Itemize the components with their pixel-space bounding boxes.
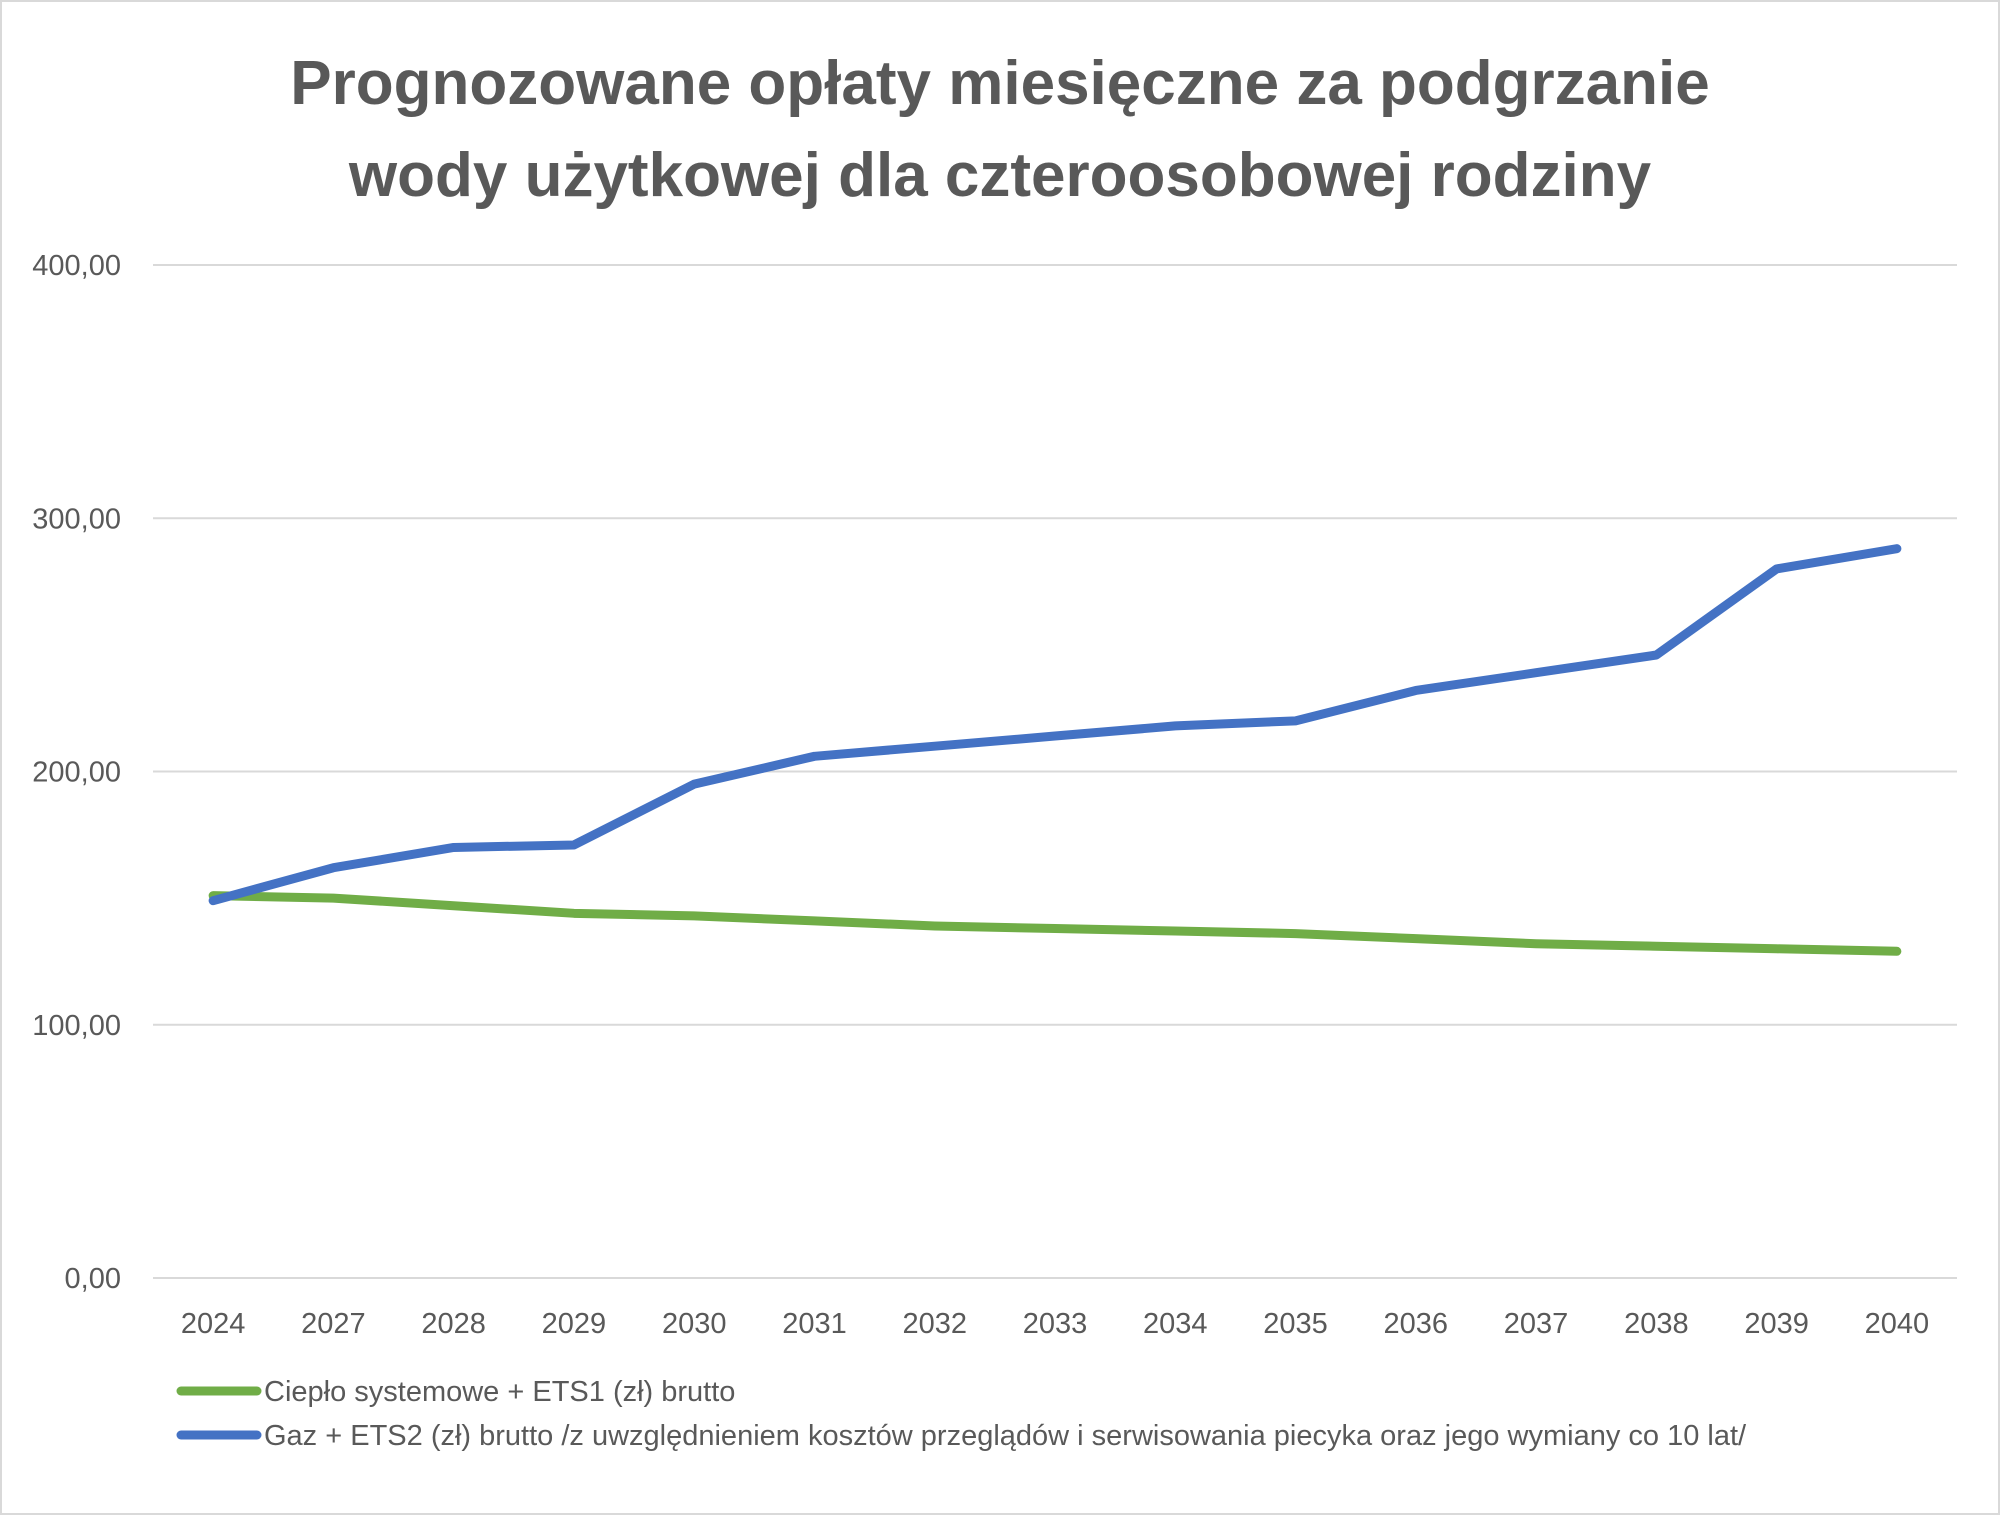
x-tick-label: 2040 [1865, 1308, 1930, 1340]
data-point-s1-2029 [570, 841, 578, 849]
data-point-s1-2037 [1532, 669, 1540, 677]
data-point-s0-2030 [690, 912, 698, 920]
x-tick-label: 2030 [662, 1308, 727, 1340]
data-point-s0-2035 [1292, 930, 1300, 938]
data-point-s1-2038 [1652, 651, 1660, 659]
x-tick-label: 2037 [1504, 1308, 1569, 1340]
chart-title-line-1: Prognozowane opłaty miesięczne za podgrz… [290, 49, 1710, 118]
data-point-s0-2028 [450, 902, 458, 910]
series-lines [208, 544, 1902, 956]
data-point-s0-2031 [810, 917, 818, 925]
data-point-s0-2033 [1051, 925, 1059, 933]
data-point-s1-2040 [1893, 545, 1901, 553]
gridlines [153, 264, 1957, 1279]
data-point-s0-2039 [1773, 945, 1781, 953]
chart-title-line-2: wody użytkowej dla czteroosobowej rodzin… [348, 141, 1652, 210]
series-line-1 [208, 544, 1902, 906]
x-tick-label: 2033 [1023, 1308, 1088, 1340]
y-tick-label: 300,00 [32, 503, 121, 535]
x-tick-label: 2035 [1263, 1308, 1328, 1340]
data-point-s0-2032 [931, 922, 939, 930]
data-point-s1-2033 [1051, 732, 1059, 740]
x-tick-label: 2029 [542, 1308, 607, 1340]
x-tick-label: 2027 [301, 1308, 366, 1340]
y-tick-label: 0,00 [65, 1263, 121, 1295]
data-point-s1-2024 [209, 897, 217, 905]
data-point-s1-2031 [810, 752, 818, 760]
x-tick-label: 2038 [1624, 1308, 1689, 1340]
data-point-s1-2028 [450, 843, 458, 851]
y-tick-label: 400,00 [32, 250, 121, 282]
y-tick-label: 100,00 [32, 1010, 121, 1042]
data-point-s0-2040 [1893, 947, 1901, 955]
legend-label-1: Gaz + ETS2 (zł) brutto /z uwzględnieniem… [264, 1420, 1747, 1452]
x-tick-label: 2031 [782, 1308, 847, 1340]
y-tick-label: 200,00 [32, 757, 121, 789]
data-point-s1-2034 [1171, 722, 1179, 730]
x-tick-label: 2032 [902, 1308, 967, 1340]
data-point-s0-2029 [570, 909, 578, 917]
data-point-s0-2037 [1532, 940, 1540, 948]
x-tick-label: 2034 [1143, 1308, 1208, 1340]
data-point-s1-2035 [1292, 717, 1300, 725]
y-axis-tick-labels: 0,00 100,00 200,00 300,00 400,00 [32, 250, 121, 1295]
data-point-s0-2038 [1652, 942, 1660, 950]
data-point-s0-2036 [1412, 935, 1420, 943]
data-point-s1-2030 [690, 780, 698, 788]
data-point-s1-2036 [1412, 686, 1420, 694]
x-tick-label: 2039 [1744, 1308, 1809, 1340]
x-tick-label: 2028 [421, 1308, 486, 1340]
data-point-s0-2034 [1171, 927, 1179, 935]
legend: Ciepło systemowe + ETS1 (zł) brutto Gaz +… [176, 1376, 1747, 1452]
chart-title: Prognozowane opłaty miesięczne za podgrz… [0, 38, 2000, 222]
data-point-s1-2027 [329, 864, 337, 872]
data-point-s1-2039 [1773, 565, 1781, 573]
x-tick-label: 2024 [181, 1308, 246, 1340]
x-axis-tick-labels: 2024 2027 2028 2029 2030 2031 2032 2033 2034 2035… [181, 1308, 1929, 1340]
x-tick-label: 2036 [1384, 1308, 1449, 1340]
data-point-s1-2032 [931, 742, 939, 750]
data-point-s0-2027 [329, 894, 337, 902]
series-line-0 [208, 891, 1902, 956]
legend-label-0: Ciepło systemowe + ETS1 (zł) brutto [264, 1376, 735, 1408]
